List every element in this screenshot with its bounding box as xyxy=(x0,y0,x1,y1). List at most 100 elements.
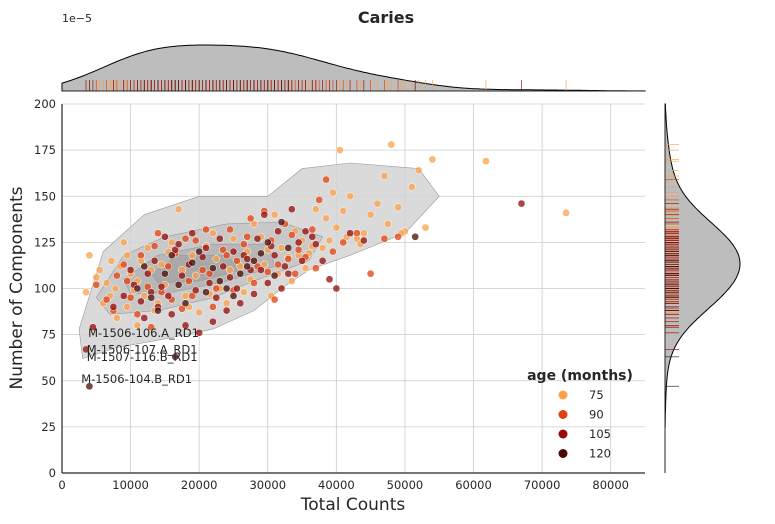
point-age-105 xyxy=(236,299,245,308)
point-age-105 xyxy=(171,245,180,254)
point-age-90 xyxy=(294,245,303,254)
point-age-75 xyxy=(191,271,200,280)
x-tick-label: 60000 xyxy=(455,478,492,492)
point-age-75 xyxy=(322,214,330,223)
main-axes: M-1506-106.A_RD1 M-1506-107.A_RD1M-1507-1… xyxy=(7,97,645,515)
point-age-75 xyxy=(277,244,286,252)
point-age-90 xyxy=(284,255,293,263)
point-age-120 xyxy=(243,262,252,271)
point-age-90 xyxy=(226,225,234,234)
point-age-75 xyxy=(174,205,183,214)
point-age-90 xyxy=(164,262,173,271)
legend-label: 90 xyxy=(589,408,604,422)
point-age-75 xyxy=(181,292,190,300)
y-tick-label: 50 xyxy=(41,374,56,388)
point-age-105 xyxy=(277,284,286,293)
point-age-90 xyxy=(308,225,317,234)
point-age-75 xyxy=(359,229,368,238)
point-age-120 xyxy=(188,258,197,267)
point-age-75 xyxy=(102,279,111,287)
point-age-90 xyxy=(353,229,361,238)
point-age-75 xyxy=(325,236,334,245)
point-age-105 xyxy=(294,238,303,247)
point-age-90 xyxy=(315,196,324,204)
point-age-75 xyxy=(111,284,120,293)
y-axis-label: Number of Components xyxy=(7,186,27,389)
point-age-90 xyxy=(394,232,402,241)
point-age-75 xyxy=(143,244,152,252)
point-age-120 xyxy=(215,277,224,285)
point-age-105 xyxy=(260,210,269,219)
chart-title: Caries xyxy=(358,8,414,27)
point-age-105 xyxy=(222,306,231,315)
point-age-105 xyxy=(178,271,186,280)
point-age-75 xyxy=(329,188,337,197)
point-age-120 xyxy=(133,284,142,293)
point-age-90 xyxy=(150,242,159,250)
point-age-120 xyxy=(85,382,94,391)
point-age-75 xyxy=(383,220,392,228)
point-age-105 xyxy=(198,253,207,261)
point-age-105 xyxy=(233,284,241,293)
y-tick-label: 175 xyxy=(34,143,56,157)
x-tick-label: 50000 xyxy=(387,478,424,492)
point-age-75 xyxy=(82,288,90,297)
point-age-75 xyxy=(239,288,248,297)
point-age-120 xyxy=(277,218,286,226)
point-age-75 xyxy=(123,251,132,260)
point-age-75 xyxy=(229,234,238,243)
point-age-105 xyxy=(82,345,90,354)
point-age-90 xyxy=(178,304,186,313)
point-age-105 xyxy=(257,266,265,274)
point-age-120 xyxy=(229,292,238,300)
point-age-105 xyxy=(287,205,296,214)
point-age-90 xyxy=(274,260,282,269)
point-age-105 xyxy=(250,290,258,298)
legend: age (months) 75 90 105 120 xyxy=(527,368,633,461)
point-age-120 xyxy=(411,232,420,241)
point-age-105 xyxy=(195,328,204,337)
point-age-90 xyxy=(219,245,228,254)
point-age-105 xyxy=(332,284,341,293)
point-age-75 xyxy=(346,192,354,201)
point-age-75 xyxy=(407,183,416,191)
point-age-75 xyxy=(394,203,402,212)
point-age-105 xyxy=(270,251,279,260)
point-age-105 xyxy=(219,262,228,271)
point-age-120 xyxy=(270,271,279,280)
y-tick-label: 75 xyxy=(41,328,56,342)
x-tick-label: 30000 xyxy=(249,478,286,492)
point-age-105 xyxy=(174,240,183,249)
point-age-75 xyxy=(195,308,204,317)
point-age-105 xyxy=(191,286,200,295)
point-age-105 xyxy=(167,310,176,319)
point-age-105 xyxy=(150,256,159,265)
annotation-label: M-1506-104.B_RD1 xyxy=(81,372,192,386)
legend-title: age (months) xyxy=(527,368,633,384)
point-age-120 xyxy=(167,251,176,260)
point-age-75 xyxy=(212,255,221,263)
point-age-105 xyxy=(253,234,262,243)
point-age-105 xyxy=(202,244,210,252)
legend-marker-90 xyxy=(558,410,568,419)
point-age-120 xyxy=(140,262,149,271)
point-age-105 xyxy=(161,232,169,241)
x-tick-label: 20000 xyxy=(181,478,218,492)
point-age-75 xyxy=(123,303,132,311)
point-age-120 xyxy=(154,306,162,315)
point-age-105 xyxy=(274,227,282,236)
point-age-75 xyxy=(421,223,430,232)
point-age-75 xyxy=(287,277,296,285)
point-age-120 xyxy=(147,293,156,302)
point-age-75 xyxy=(157,260,166,269)
top-marginal-kde xyxy=(61,44,646,92)
point-age-105 xyxy=(164,292,173,300)
point-age-75 xyxy=(167,238,176,247)
point-age-120 xyxy=(209,264,217,273)
point-age-90 xyxy=(329,247,337,256)
legend-label: 120 xyxy=(589,447,611,461)
point-age-75 xyxy=(380,172,389,180)
point-age-90 xyxy=(311,264,320,273)
y-tick-labels: 0 25 50 75 100 125 150 175 200 xyxy=(34,97,56,480)
